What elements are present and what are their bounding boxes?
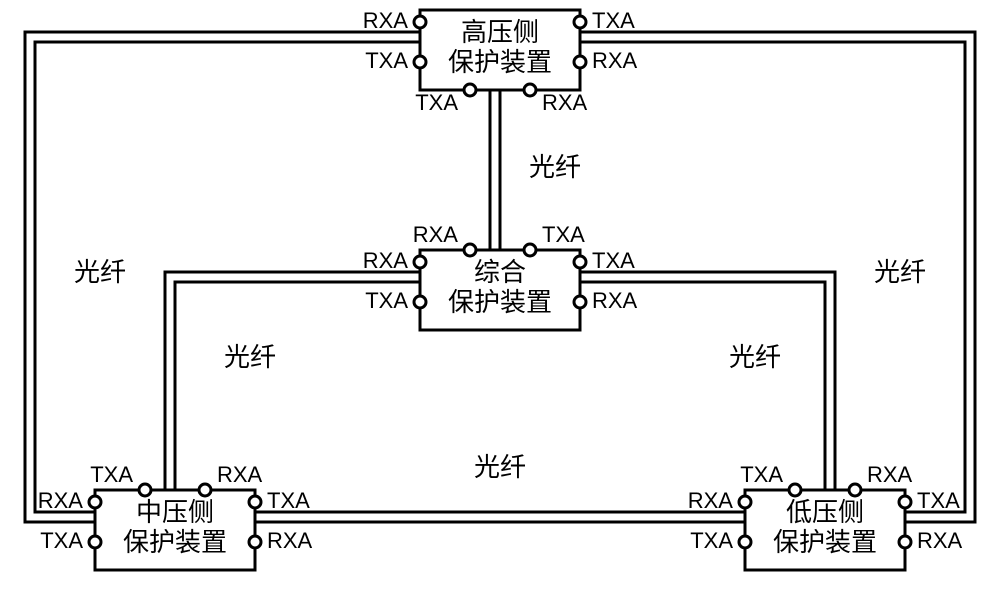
port-label: TXA bbox=[90, 462, 133, 487]
port-label: RXA bbox=[688, 488, 734, 513]
fiber-label: 光纤 bbox=[529, 153, 581, 182]
port-circle bbox=[574, 16, 586, 28]
port-circle bbox=[249, 496, 261, 508]
fiber-label: 光纤 bbox=[224, 343, 276, 372]
node-label: 保护装置 bbox=[448, 288, 552, 317]
node-label: 保护装置 bbox=[123, 528, 227, 557]
port-label: TXA bbox=[542, 222, 585, 247]
port-label: RXA bbox=[592, 288, 638, 313]
port-label: RXA bbox=[592, 48, 638, 73]
node-label: 低压侧 bbox=[786, 498, 864, 527]
node-lv: 低压侧保护装置 bbox=[745, 490, 905, 570]
node-label: 保护装置 bbox=[773, 528, 877, 557]
node-int: 综合保护装置 bbox=[420, 250, 580, 330]
port-circle bbox=[414, 16, 426, 28]
fiber-label: 光纤 bbox=[74, 258, 126, 287]
node-label: 保护装置 bbox=[448, 48, 552, 77]
port-circle bbox=[414, 56, 426, 68]
port-label: RXA bbox=[217, 462, 263, 487]
port-label: TXA bbox=[740, 462, 783, 487]
fiber-label: 光纤 bbox=[474, 453, 526, 482]
port-label: RXA bbox=[363, 248, 409, 273]
port-circle bbox=[574, 296, 586, 308]
port-circle bbox=[464, 244, 476, 256]
node-mv: 中压侧保护装置 bbox=[95, 490, 255, 570]
port-label: TXA bbox=[690, 528, 733, 553]
port-label: TXA bbox=[917, 488, 960, 513]
port-circle bbox=[414, 296, 426, 308]
port-label: TXA bbox=[415, 90, 458, 115]
node-label: 综合 bbox=[474, 258, 526, 287]
port-circle bbox=[849, 484, 861, 496]
port-label: TXA bbox=[365, 48, 408, 73]
port-label: TXA bbox=[40, 528, 83, 553]
port-label: RXA bbox=[867, 462, 913, 487]
port-label: TXA bbox=[592, 248, 635, 273]
node-label: 高压侧 bbox=[461, 18, 539, 47]
port-label: TXA bbox=[592, 8, 635, 33]
port-circle bbox=[899, 536, 911, 548]
port-label: TXA bbox=[267, 488, 310, 513]
protection-topology-diagram: 高压侧保护装置综合保护装置中压侧保护装置低压侧保护装置RXATXATXARXAT… bbox=[0, 0, 1000, 598]
port-label: RXA bbox=[38, 488, 84, 513]
port-circle bbox=[199, 484, 211, 496]
port-circle bbox=[739, 496, 751, 508]
node-label: 中压侧 bbox=[136, 498, 214, 527]
node-hv: 高压侧保护装置 bbox=[420, 10, 580, 90]
port-circle bbox=[739, 536, 751, 548]
port-circle bbox=[89, 536, 101, 548]
port-circle bbox=[249, 536, 261, 548]
port-circle bbox=[574, 256, 586, 268]
port-label: TXA bbox=[365, 288, 408, 313]
fiber-label: 光纤 bbox=[729, 343, 781, 372]
port-label: RXA bbox=[363, 8, 409, 33]
port-label: RXA bbox=[917, 528, 963, 553]
fiber-link bbox=[175, 282, 420, 490]
port-circle bbox=[139, 484, 151, 496]
port-circle bbox=[899, 496, 911, 508]
port-circle bbox=[464, 84, 476, 96]
port-circle bbox=[414, 256, 426, 268]
port-circle bbox=[89, 496, 101, 508]
port-label: RXA bbox=[267, 528, 313, 553]
port-circle bbox=[789, 484, 801, 496]
port-label: RXA bbox=[413, 222, 459, 247]
fiber-link bbox=[580, 282, 825, 490]
fiber-label: 光纤 bbox=[874, 258, 926, 287]
port-label: RXA bbox=[542, 90, 588, 115]
port-circle bbox=[574, 56, 586, 68]
port-circle bbox=[524, 84, 536, 96]
port-circle bbox=[524, 244, 536, 256]
